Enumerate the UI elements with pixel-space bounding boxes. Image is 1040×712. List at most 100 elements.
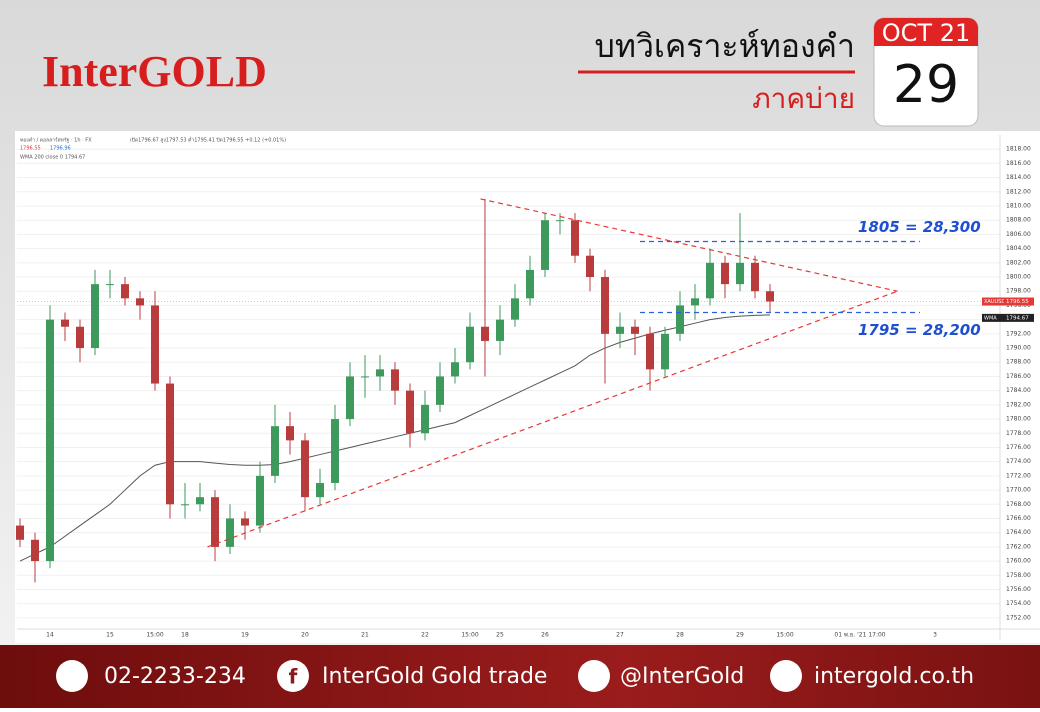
candle-body <box>481 326 489 341</box>
candle-body <box>16 525 24 540</box>
candle-body <box>211 497 219 547</box>
y-tick-label: 1790.00 <box>1006 345 1031 352</box>
candle-body <box>766 291 774 302</box>
chart-panel <box>15 131 1040 643</box>
y-tick-label: 1808.00 <box>1006 217 1031 224</box>
y-tick-label: 1818.00 <box>1006 146 1031 153</box>
title: บทวิเคราะห์ทองคำ <box>595 27 855 65</box>
candle-body <box>736 262 744 285</box>
x-tick-label: 19 <box>241 632 249 639</box>
candle-body <box>106 284 114 286</box>
web-icon <box>770 660 802 692</box>
candle-body <box>181 504 189 506</box>
candle-body <box>721 262 729 285</box>
price-tag-value: 1794.67 <box>1006 315 1029 321</box>
footer <box>0 645 1040 708</box>
y-tick-label: 1788.00 <box>1006 359 1031 366</box>
facebook-icon <box>277 660 309 692</box>
candle-body <box>391 369 399 391</box>
y-tick-label: 1806.00 <box>1006 231 1031 238</box>
y-tick-label: 1766.00 <box>1006 515 1031 522</box>
x-tick-label: 15:00 <box>146 632 163 639</box>
candle-body <box>496 319 504 341</box>
candle-body <box>406 390 414 434</box>
y-tick-label: 1810.00 <box>1006 203 1031 210</box>
calendar-month: OCT 21 <box>882 19 970 47</box>
candle-body <box>286 426 294 441</box>
trendline <box>480 198 898 292</box>
candle-body <box>526 269 534 299</box>
x-tick-label: 14 <box>46 632 54 639</box>
candle-body <box>451 362 459 377</box>
candle-body <box>166 383 174 505</box>
candle-body <box>196 497 204 505</box>
candle-body <box>301 440 309 498</box>
footer-phone: 02-2233-234 <box>104 664 246 689</box>
y-tick-label: 1776.00 <box>1006 444 1031 451</box>
y-tick-label: 1816.00 <box>1006 160 1031 167</box>
candle-body <box>511 298 519 320</box>
y-tick-label: 1780.00 <box>1006 416 1031 423</box>
candle-body <box>691 298 699 306</box>
candle-body <box>706 262 714 299</box>
x-tick-label: 01 พ.ย. '21 17:00 <box>834 632 885 639</box>
line-icon <box>578 660 610 692</box>
level-label: 1795 = 28,200 <box>858 321 981 339</box>
y-tick-label: 1784.00 <box>1006 387 1031 394</box>
candle-body <box>571 220 579 256</box>
candle-body <box>46 319 54 562</box>
price-tag-name-bg <box>982 313 1004 322</box>
level-label: 1805 = 28,300 <box>858 218 981 236</box>
candle-body <box>421 404 429 434</box>
y-tick-label: 1770.00 <box>1006 487 1031 494</box>
facebook-glyph: f <box>289 665 298 689</box>
price-tag <box>1004 313 1034 322</box>
candle-body <box>601 277 609 334</box>
x-tick-label: 28 <box>676 632 684 639</box>
candle-body <box>376 369 384 377</box>
candle-body <box>631 326 639 334</box>
x-tick-label: 25 <box>496 632 504 639</box>
price-tag-value: 1796.55 <box>1006 299 1029 305</box>
footer-line: @InterGold <box>620 664 744 689</box>
y-tick-label: 1764.00 <box>1006 529 1031 536</box>
candle-body <box>466 326 474 363</box>
candle-body <box>151 305 159 384</box>
candle-body <box>541 220 549 270</box>
x-tick-label: 21 <box>361 632 369 639</box>
chart: 1752.00 1754.00 1756.00 1758.00 1760.00 1762.… <box>16 135 1040 640</box>
calendar-day: 29 <box>893 55 959 115</box>
y-tick-label: 1778.00 <box>1006 430 1031 437</box>
y-tick-label: 1812.00 <box>1006 188 1031 195</box>
x-tick-label: 20 <box>301 632 309 639</box>
y-tick-label: 1756.00 <box>1006 586 1031 593</box>
legend-text: WMA 200 close 0 1794.67 <box>20 155 85 161</box>
candle-body <box>646 333 654 370</box>
candle-body <box>136 298 144 306</box>
legend-text: 1796.55 <box>20 146 41 152</box>
logo: InterGOLD <box>42 47 267 96</box>
y-tick-label: 1768.00 <box>1006 501 1031 508</box>
x-tick-label: 3 <box>933 632 937 639</box>
y-tick-label: 1786.00 <box>1006 373 1031 380</box>
candle-body <box>346 376 354 420</box>
x-tick-label: 26 <box>541 632 549 639</box>
y-tick-label: 1800.00 <box>1006 274 1031 281</box>
y-tick-label: 1792.00 <box>1006 330 1031 337</box>
candle-body <box>61 319 69 327</box>
subtitle: ภาคบ่าย <box>752 82 855 115</box>
price-tag-name: WMA <box>984 315 997 321</box>
y-tick-label: 1798.00 <box>1006 288 1031 295</box>
candle-body <box>331 419 339 483</box>
candle-body <box>316 482 324 498</box>
candle-body <box>751 262 759 292</box>
x-tick-label: 15:00 <box>776 632 793 639</box>
footer-website: intergold.co.th <box>814 664 974 689</box>
y-tick-label: 1814.00 <box>1006 174 1031 181</box>
y-tick-label: 1772.00 <box>1006 472 1031 479</box>
candle-body <box>271 426 279 476</box>
x-tick-label: 18 <box>181 632 189 639</box>
legend-text: 1796.96 <box>50 146 71 152</box>
legend-text: เปิด1796.67 สูง1797.53 ต่ำ1795.41 ปิด179… <box>130 137 286 144</box>
